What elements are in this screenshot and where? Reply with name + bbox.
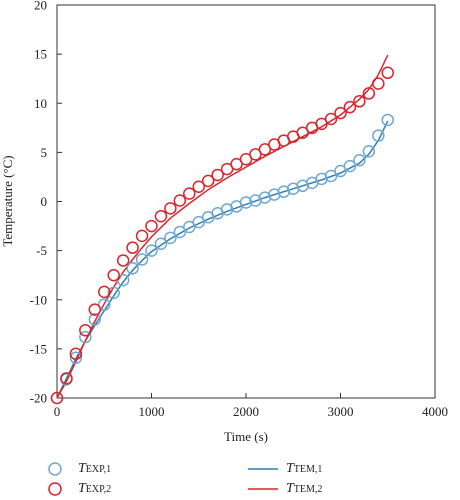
x-axis-title: Time (s) bbox=[224, 429, 268, 444]
data-point-exp-2-12 bbox=[164, 202, 177, 215]
data-point-exp-1-34 bbox=[372, 129, 385, 142]
y-tick-label-4: 0 bbox=[41, 194, 48, 209]
legend-item-tem2: T TEM,2 bbox=[248, 479, 322, 499]
data-point-exp-1-14 bbox=[183, 220, 196, 234]
data-point-exp-1-11 bbox=[154, 237, 168, 250]
y-tick-label-1: -15 bbox=[30, 341, 47, 356]
legend-label-tem1-sub: TEM,1 bbox=[293, 463, 323, 475]
data-point-exp-2-33 bbox=[362, 87, 376, 100]
data-point-exp-2-34 bbox=[372, 77, 385, 90]
legend-swatch-tem2 bbox=[248, 488, 278, 490]
legend-item-exp2: T EXP,2 bbox=[40, 479, 111, 499]
data-point-exp-1-3 bbox=[79, 330, 92, 344]
legend-label-tem1: T bbox=[286, 461, 294, 476]
data-point-exp-1-29 bbox=[324, 169, 338, 183]
y-tick-label-6: 10 bbox=[34, 96, 47, 111]
data-point-exp-1-30 bbox=[334, 164, 347, 178]
data-point-exp-2-3 bbox=[79, 323, 92, 337]
legend-label-exp2-sub: EXP,2 bbox=[85, 483, 112, 495]
data-point-exp-1-7 bbox=[116, 273, 130, 287]
data-point-exp-1-31 bbox=[343, 159, 357, 173]
y-axis-title: Temperature (°C) bbox=[0, 155, 15, 246]
x-tick-label-3: 3000 bbox=[328, 404, 354, 419]
data-point-exp-2-35 bbox=[381, 66, 394, 80]
data-point-exp-2-9 bbox=[135, 229, 149, 243]
legend-item-tem1: T TEM,1 bbox=[248, 459, 322, 479]
data-point-exp-2-29 bbox=[324, 112, 338, 126]
data-point-exp-1-35 bbox=[381, 113, 394, 127]
data-point-exp-1-2 bbox=[69, 351, 83, 364]
y-tick-label-3: -5 bbox=[36, 243, 47, 258]
x-tick-label-1: 1000 bbox=[139, 404, 165, 419]
data-point-exp-2-8 bbox=[126, 241, 139, 254]
data-point-exp-2-30 bbox=[334, 106, 347, 120]
data-point-exp-2-21 bbox=[249, 148, 262, 161]
data-point-exp-1-8 bbox=[126, 262, 139, 275]
data-point-exp-2-16 bbox=[201, 174, 215, 188]
data-point-exp-2-20 bbox=[239, 153, 253, 166]
data-point-exp-1-10 bbox=[145, 244, 158, 257]
axis-ticks: 0 1000 2000 3000 4000 -20 -15 -10 -5 0 5 10 15 20 bbox=[30, 0, 448, 419]
data-point-exp-2-18 bbox=[220, 162, 234, 176]
data-marks bbox=[50, 54, 394, 405]
data-point-exp-2-17 bbox=[211, 168, 224, 182]
legend-label-tem2: T bbox=[286, 481, 294, 496]
data-point-exp-1-33 bbox=[362, 145, 376, 158]
temperature-chart: 0 1000 2000 3000 4000 -20 -15 -10 -5 0 5 10 15 20 Tim… bbox=[0, 0, 448, 444]
x-tick-label-4: 4000 bbox=[422, 404, 448, 419]
data-point-exp-2-7 bbox=[116, 254, 130, 267]
y-tick-label-8: 20 bbox=[34, 0, 47, 13]
y-tick-label-7: 15 bbox=[34, 47, 47, 62]
data-point-exp-2-10 bbox=[145, 219, 158, 233]
data-point-exp-2-4 bbox=[88, 303, 102, 316]
legend-swatch-tem1 bbox=[248, 468, 278, 470]
data-point-exp-2-22 bbox=[258, 143, 272, 156]
data-point-exp-2-15 bbox=[192, 180, 205, 194]
x-tick-label-2: 2000 bbox=[233, 404, 259, 419]
plot-frame bbox=[56, 4, 436, 399]
data-point-exp-2-11 bbox=[154, 209, 168, 223]
data-point-exp-2-13 bbox=[173, 194, 187, 207]
data-point-exp-2-31 bbox=[343, 100, 357, 114]
data-point-exp-2-1 bbox=[60, 372, 73, 385]
legend-label-exp1-sub: EXP,1 bbox=[85, 463, 112, 475]
data-point-exp-2-28 bbox=[315, 117, 328, 131]
data-point-exp-2-0 bbox=[50, 391, 64, 405]
legend-marker-exp1 bbox=[48, 462, 62, 476]
x-tick-label-0: 0 bbox=[54, 404, 61, 419]
data-point-exp-2-26 bbox=[296, 126, 309, 139]
data-point-exp-1-32 bbox=[353, 153, 366, 167]
legend-item-exp1: T EXP,1 bbox=[40, 459, 111, 479]
data-point-exp-1-5 bbox=[98, 298, 111, 311]
legend-label-exp2: T bbox=[78, 481, 86, 496]
legend-label-tem2-sub: TEM,2 bbox=[293, 483, 323, 495]
legend-marker-exp2 bbox=[48, 482, 62, 496]
data-point-exp-1-9 bbox=[135, 253, 149, 266]
series-line-tem-2 bbox=[56, 54, 389, 399]
legend-label-exp1: T bbox=[78, 461, 86, 476]
data-point-exp-1-15 bbox=[192, 215, 205, 229]
data-point-exp-1-13 bbox=[173, 225, 187, 239]
data-point-exp-1-4 bbox=[88, 313, 102, 326]
data-point-exp-2-2 bbox=[69, 347, 83, 361]
data-point-exp-2-32 bbox=[353, 95, 366, 108]
y-tick-label-2: -10 bbox=[30, 292, 47, 307]
legend-swatch-exp2 bbox=[48, 482, 62, 496]
series-line-tem-1 bbox=[56, 120, 389, 399]
legend-swatch-exp1 bbox=[48, 462, 62, 476]
data-point-exp-1-6 bbox=[107, 286, 120, 300]
data-point-exp-2-14 bbox=[183, 187, 196, 200]
data-point-exp-1-12 bbox=[164, 231, 177, 245]
legend: T EXP,1 T EXP,2 T TEM,1 T TEM,2 bbox=[0, 455, 460, 500]
data-point-exp-1-20 bbox=[239, 196, 253, 209]
data-point-exp-2-6 bbox=[107, 268, 120, 282]
y-tick-label-5: 5 bbox=[41, 145, 48, 160]
y-tick-label-0: -20 bbox=[30, 391, 47, 406]
data-point-exp-2-5 bbox=[98, 285, 111, 299]
data-point-exp-2-19 bbox=[230, 157, 243, 171]
